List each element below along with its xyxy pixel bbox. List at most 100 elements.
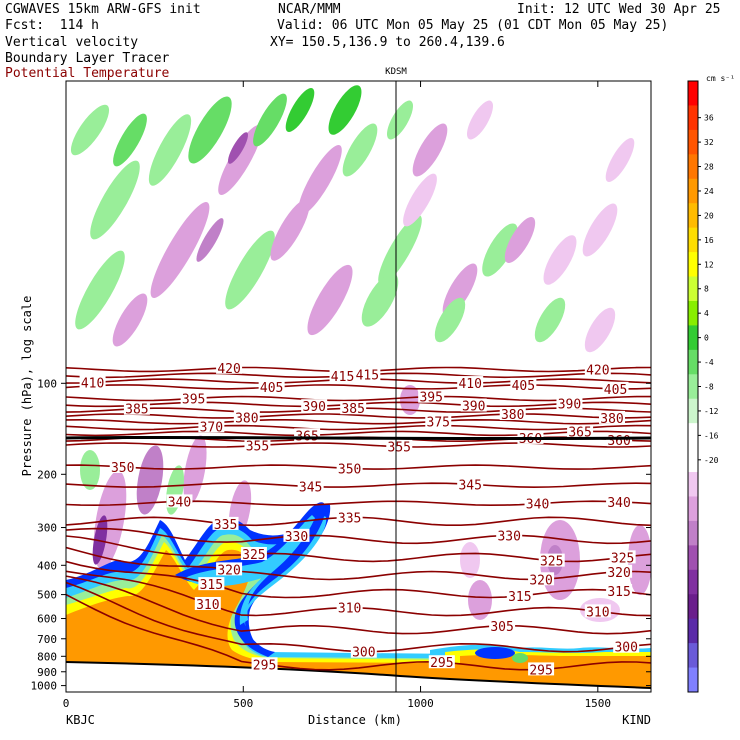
theta-contour-355: [66, 442, 651, 448]
theta-label-bg: [584, 362, 611, 376]
theta-label: 350: [338, 462, 361, 477]
colorbar-label: -8: [704, 383, 714, 392]
theta-label: 330: [285, 530, 308, 545]
theta-label-bg: [240, 547, 267, 561]
model-title: CGWAVES 15km ARW-GFS init: [5, 2, 201, 17]
theta-contour-380: [66, 413, 651, 419]
theta-label-bg: [123, 401, 150, 415]
theta-label: 380: [235, 411, 258, 426]
theta-label: 335: [214, 518, 237, 533]
theta-label: 300: [352, 646, 375, 661]
theta-label-bg: [556, 396, 583, 410]
colorbar-swatch: [688, 325, 698, 351]
theta-label: 315: [200, 578, 223, 593]
y-tick-label: 400: [37, 559, 57, 572]
colorbar-swatch: [688, 276, 698, 302]
theta-label: 350: [111, 461, 134, 476]
theta-label: 310: [196, 598, 219, 613]
theta-label-bg: [524, 496, 551, 510]
x-tick-label: 500: [233, 697, 253, 710]
theta-label: 355: [388, 441, 411, 456]
colorbar-swatch: [688, 398, 698, 424]
theta-label-bg: [606, 584, 633, 598]
kdsm-marker-label: KDSM: [385, 67, 407, 77]
theta-label: 380: [501, 408, 524, 423]
theta-label-bg: [606, 564, 633, 578]
colorbar-swatch: [688, 667, 698, 693]
theta-label: 410: [81, 376, 104, 391]
theta-label: 320: [607, 566, 630, 581]
colorbar-swatch: [688, 472, 698, 497]
theta-label: 410: [458, 377, 481, 392]
theta-contour-365: [66, 430, 651, 437]
theta-label: 390: [558, 397, 581, 412]
theta-label-bg: [180, 391, 207, 405]
theta-label: 355: [246, 440, 269, 455]
theta-contour-405: [66, 384, 651, 390]
colorbar-unit: cm s⁻¹: [706, 74, 735, 83]
x-tick-label: 1500: [585, 697, 612, 710]
colorbar-swatch: [688, 643, 698, 669]
theta-label-bg: [496, 528, 523, 542]
y-tick-label: 700: [37, 633, 57, 646]
theta-label-bg: [283, 528, 310, 542]
organization: NCAR/MMM: [278, 2, 341, 17]
theta-label-bg: [457, 477, 484, 491]
valid-time: Valid: 06 UTC Mon 05 May 25 (01 CDT Mon …: [277, 18, 669, 33]
x-tick-label: 0: [63, 697, 70, 710]
theta-label: 340: [168, 495, 191, 510]
theta-label-bg: [301, 399, 328, 413]
theta-contour-370: [66, 424, 651, 431]
colorbar-swatch: [688, 81, 698, 106]
theta-label-bg: [613, 639, 640, 653]
axes: 0 500 1000 15001002003004005006007008009001…: [31, 81, 651, 710]
theta-label-bg: [418, 389, 445, 403]
colorbar-swatch: [688, 594, 698, 620]
theta-label-bg: [489, 618, 516, 632]
theta-label: 325: [611, 551, 634, 566]
colorbar-label: 24: [704, 187, 714, 196]
theta-label: 420: [217, 362, 240, 377]
colorbar-swatch: [688, 105, 698, 131]
y-tick-label: 500: [37, 589, 57, 602]
theta-label: 385: [125, 403, 148, 418]
theta-contour-315: [66, 560, 651, 599]
theta-label-bg: [251, 657, 278, 671]
theta-label-bg: [428, 655, 455, 669]
theta-label-bg: [386, 439, 413, 453]
theta-label: 295: [430, 656, 453, 671]
theta-label-bg: [198, 419, 225, 433]
y-tick-label: 900: [37, 666, 57, 679]
theta-label: 295: [529, 663, 552, 678]
theta-label: 380: [600, 412, 623, 427]
y-tick-label: 600: [37, 613, 57, 626]
theta-label-bg: [216, 562, 243, 576]
theta-label-bg: [499, 407, 526, 421]
field-potential-temperature: Potential Temperature: [5, 66, 170, 81]
theta-label: 390: [462, 400, 485, 415]
theta-label-bg: [79, 375, 106, 389]
colorbar-label: 28: [704, 163, 714, 172]
colorbar-label: 32: [704, 138, 714, 147]
plot-frame: [65, 80, 652, 693]
theta-label: 320: [217, 563, 240, 578]
right-station-label: KIND: [622, 713, 651, 727]
theta-label: 310: [338, 602, 361, 617]
theta-label: 360: [607, 434, 630, 449]
y-tick-label: 300: [37, 522, 57, 535]
colorbar-label: -20: [704, 456, 719, 465]
theta-label-bg: [336, 461, 363, 475]
theta-label-bg: [602, 381, 629, 395]
colorbar-label: 16: [704, 236, 714, 245]
init-time: Init: 12 UTC Wed 30 Apr 25: [517, 2, 721, 17]
colorbar-label: 0: [704, 334, 709, 343]
y-tick-label: 1000: [31, 680, 58, 693]
theta-label-bg: [233, 410, 260, 424]
colorbar: 36 32 28 24 20 16 12 8 4 0 -4 -8 -12 -16 -20: [687, 80, 719, 693]
colorbar-swatch: [688, 203, 698, 229]
theta-label-bg: [506, 588, 533, 602]
colorbar-swatch: [688, 349, 698, 375]
theta-label-bg: [336, 600, 363, 614]
theta-label-bg: [457, 376, 484, 390]
theta-label: 370: [200, 420, 223, 435]
